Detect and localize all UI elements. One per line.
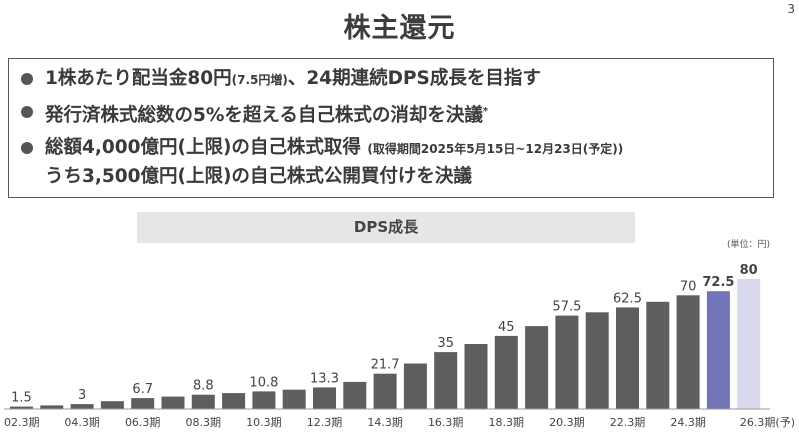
bar-10.3期 xyxy=(252,391,276,409)
bar-02.3期 xyxy=(10,406,33,409)
bullet-cancellation-main: 発行済株式総数の5%を超える自己株式の消却を決議 xyxy=(45,105,483,127)
bar-09.3期 xyxy=(222,393,246,409)
bar-21.3期 xyxy=(585,312,609,409)
bar-16.3期 xyxy=(434,352,458,409)
bar-15.3期 xyxy=(403,363,427,409)
tick-label-06.3期: 06.3期 xyxy=(125,416,161,429)
bullet-icon xyxy=(21,142,33,155)
bullet-dividend-main: 1株あたり配当金80円 xyxy=(45,68,232,89)
unit-label: (単位：円) xyxy=(726,240,770,250)
tick-label-18.3期: 18.3期 xyxy=(489,416,525,429)
value-label-22.3期: 62.5 xyxy=(613,291,642,306)
tick-label-26.3期(予): 26.3期(予) xyxy=(740,416,795,429)
bar-25.3期 xyxy=(706,291,730,409)
tick-label-10.3期: 10.3期 xyxy=(246,416,282,429)
bullet-dividend-rest: 、24期連続DPS成長を目指す xyxy=(287,68,541,89)
tick-label-16.3期: 16.3期 xyxy=(428,416,464,429)
bar-19.3期 xyxy=(525,326,549,409)
bar-20.3期 xyxy=(555,315,579,409)
bar-23.3期 xyxy=(646,301,670,410)
bar-03.3期 xyxy=(40,405,64,409)
bullet-icon xyxy=(21,73,33,85)
page-title: 株主還元 xyxy=(343,13,456,44)
bar-13.3期 xyxy=(343,381,367,409)
bar-11.3期 xyxy=(282,389,306,409)
bar-08.3期 xyxy=(191,394,215,409)
value-label-10.3期: 10.8 xyxy=(249,375,278,390)
value-label-08.3期: 8.8 xyxy=(193,379,214,394)
bar-04.3期 xyxy=(70,404,94,409)
value-label-20.3期: 57.5 xyxy=(552,300,581,315)
value-label-06.3期: 6.7 xyxy=(132,382,153,397)
value-label-04.3期: 3 xyxy=(78,388,86,403)
bar-24.3期 xyxy=(676,295,700,410)
value-label-26.3期(予): 80 xyxy=(740,263,758,278)
tick-label-12.3期: 12.3期 xyxy=(307,416,343,429)
value-label-18.3期: 45 xyxy=(498,320,515,335)
bullet-dividend-increase: (7.5円増) xyxy=(231,73,288,87)
summary-box: 1株あたり配当金80円(7.5円増)、24期連続DPS成長を目指す 発行済株式総… xyxy=(8,58,774,198)
bar-26.3期(予) xyxy=(737,279,761,409)
page-number: 3 xyxy=(787,2,795,16)
bar-06.3期 xyxy=(131,398,155,409)
value-label-24.3期: 70 xyxy=(680,279,697,294)
value-label-14.3期: 21.7 xyxy=(371,358,400,373)
tick-label-04.3期: 04.3期 xyxy=(64,416,100,429)
tick-label-02.3期: 02.3期 xyxy=(4,416,40,429)
footnote-mark: * xyxy=(482,106,489,117)
tick-label-24.3期: 24.3期 xyxy=(670,416,706,429)
tick-label-14.3期: 14.3期 xyxy=(367,416,403,429)
value-label-25.3期: 72.5 xyxy=(702,275,734,290)
bullet-buyback-period: (取得期間2025年5月15日~12月23日(予定)) xyxy=(367,142,624,157)
bullet-buyback-main: 総額4,000億円(上限)の自己株式取得 xyxy=(45,137,361,159)
bar-05.3期 xyxy=(100,401,124,409)
value-label-16.3期: 35 xyxy=(437,336,454,351)
value-label-02.3期: 1.5 xyxy=(11,391,32,406)
bullet-buyback-tender: うち3,500億円(上限)の自己株式公開買付けを決議 xyxy=(45,166,472,188)
value-label-12.3期: 13.3 xyxy=(310,371,339,386)
bar-18.3期 xyxy=(494,335,518,409)
chart-banner: DPS成長 xyxy=(137,212,635,243)
bar-07.3期 xyxy=(161,396,185,409)
bar-17.3期 xyxy=(464,344,488,409)
bullet-item-buyback: 総額4,000億円(上限)の自己株式取得 (取得期間2025年5月15日~12月… xyxy=(19,134,773,191)
bar-14.3期 xyxy=(373,373,397,409)
tick-label-22.3期: 22.3期 xyxy=(610,416,646,429)
bullet-item-dividend: 1株あたり配当金80円(7.5円増)、24期連続DPS成長を目指す xyxy=(19,65,773,94)
bullet-item-cancellation: 発行済株式総数の5%を超える自己株式の消却を決議* xyxy=(19,98,773,130)
bar-22.3期 xyxy=(616,307,639,409)
bar-12.3期 xyxy=(313,387,336,409)
bullet-icon xyxy=(21,106,33,118)
tick-label-20.3期: 20.3期 xyxy=(549,416,585,429)
tick-label-08.3期: 08.3期 xyxy=(186,416,222,429)
